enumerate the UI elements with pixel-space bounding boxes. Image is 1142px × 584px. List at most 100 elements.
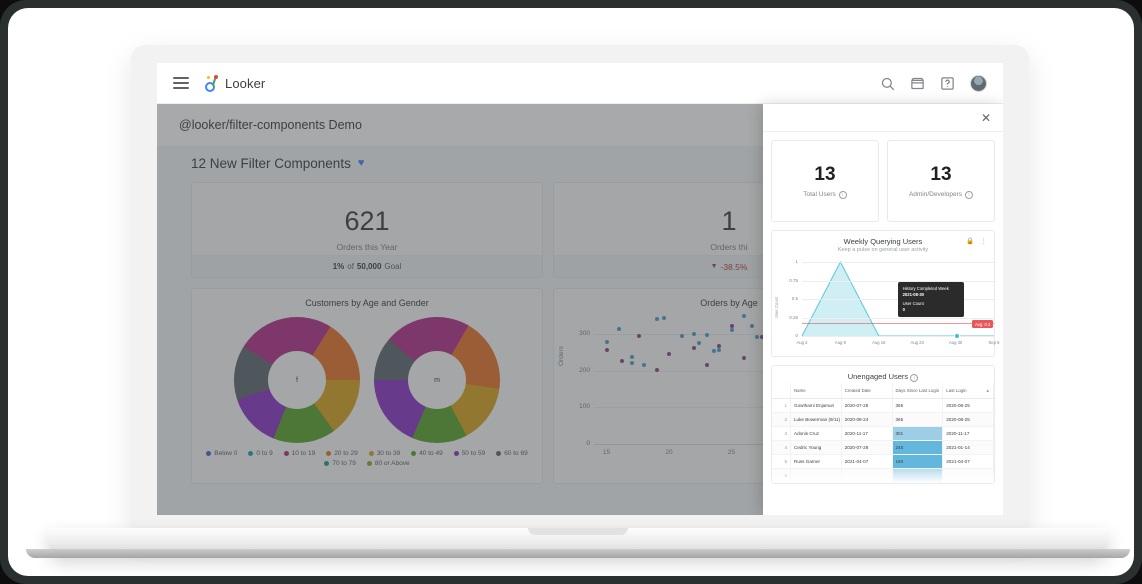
close-icon[interactable]: ✕	[980, 110, 991, 125]
table-cell-index: 5	[772, 454, 791, 469]
legend-item[interactable]: 50 to 59	[453, 450, 485, 457]
scatter-point[interactable]	[629, 360, 634, 365]
scatter-point[interactable]	[704, 363, 709, 367]
scatter-point[interactable]	[729, 323, 734, 328]
table-row[interactable]: 6	[772, 468, 994, 483]
tooltip-metric-value: 0	[902, 307, 905, 313]
table-row[interactable]: 2 Luke Bowerman (9/11) 2020-08-24 365 2020-0…	[772, 412, 994, 427]
donut-chart-f[interactable]: f	[234, 317, 360, 443]
scatter-point[interactable]	[704, 333, 709, 338]
scatter-point[interactable]	[619, 359, 624, 364]
scatter-point[interactable]	[654, 317, 659, 322]
looker-logo[interactable]: Looker	[205, 74, 265, 92]
triangle-down-icon: ▼	[710, 263, 718, 270]
scatter-point[interactable]	[604, 340, 609, 345]
legend-item[interactable]: 30 to 39	[368, 450, 400, 457]
scatter-point[interactable]	[667, 352, 671, 357]
scatter-point[interactable]	[662, 315, 666, 320]
scatter-point[interactable]	[717, 343, 721, 348]
scatter-point[interactable]	[642, 363, 646, 367]
table-cell-created-date	[841, 468, 893, 483]
y-axis-tick: 300	[579, 330, 590, 338]
y-axis-tick: 1	[795, 259, 798, 264]
card-value: 13	[930, 163, 952, 185]
scatter-point[interactable]	[754, 335, 759, 340]
scatter-point[interactable]	[692, 332, 696, 337]
chart-tile-customers-by-age-and-gender[interactable]: Customers by Age and Gender f m Be	[191, 288, 543, 484]
user-avatar[interactable]	[970, 74, 987, 92]
x-axis-tick: 25	[727, 449, 736, 456]
help-icon[interactable]	[940, 76, 955, 91]
legend-item[interactable]: 0 to 9	[248, 450, 273, 457]
legend-item[interactable]: 80 or Above	[366, 460, 410, 467]
search-icon[interactable]	[880, 76, 895, 91]
heart-icon[interactable]: ♥	[357, 157, 365, 169]
table-header-cell[interactable]: Created Date	[841, 383, 893, 399]
overlay-panel-unengaged-users[interactable]: Unengaged Users i Name Created Date Days S…	[771, 365, 995, 484]
laptop-mockup: Looker	[8, 8, 1134, 576]
kpi-goal-percent: 1%	[332, 262, 345, 271]
highlighted-point[interactable]	[953, 333, 960, 339]
legend-swatch	[453, 450, 459, 456]
scatter-point[interactable]	[712, 349, 716, 354]
table-cell-created-date: 2020-07-28	[841, 440, 893, 455]
overlay-panel-weekly-querying-users[interactable]: 🔒 ⋮ Weekly Querying Users Keep a pulse o…	[771, 230, 999, 357]
table-cell-last-login: 2021-04-07	[942, 454, 994, 469]
legend-item[interactable]: 10 to 19	[283, 450, 315, 457]
overlay-card-admin-developers[interactable]: 13 Admin/Developers i	[887, 140, 995, 222]
scatter-point[interactable]	[717, 348, 721, 353]
kpi-value: 621	[344, 206, 390, 236]
y-axis-tick: 0	[795, 333, 798, 338]
more-vertical-icon[interactable]: ⋮	[980, 238, 988, 245]
overlay-header: ✕	[763, 104, 1003, 132]
table-header-row: Name Created Date Days Since Last Login Las…	[772, 383, 994, 399]
line-chart[interactable]: History Completed Week 2021-08-30 User C…	[774, 256, 999, 352]
x-axis-tick: Aug 23	[910, 340, 924, 345]
kpi-tile-orders-this-year[interactable]: 621 Orders this Year 1% of 50,000 Goal	[191, 182, 543, 278]
scatter-point[interactable]	[742, 355, 746, 360]
scatter-point[interactable]	[759, 335, 764, 340]
scatter-point[interactable]	[629, 355, 634, 360]
table-body: 1 Gowthami Enjamuri 2020-07-28 365 2020-08-2…	[772, 398, 994, 483]
lock-icon[interactable]: 🔒	[966, 238, 975, 245]
grid-line	[802, 336, 994, 337]
scatter-point[interactable]	[749, 324, 754, 329]
table-row[interactable]: 1 Gowthami Enjamuri 2020-07-28 365 2020-08-2…	[772, 398, 994, 413]
info-icon[interactable]: i	[965, 190, 974, 199]
scatter-point[interactable]	[637, 333, 641, 338]
table-row[interactable]: 4 Cedric Young 2020-07-28 240 2021-01-14	[772, 440, 994, 455]
table-header-cell[interactable]: Days Since Last Login	[892, 383, 944, 399]
grid-line	[594, 370, 894, 372]
chart-title: Orders by Age	[700, 298, 758, 308]
table-row[interactable]: 3 Adonis Cruz 2020-11-17 301 2020-11-17	[772, 426, 994, 441]
legend-item[interactable]: 20 to 29	[326, 450, 358, 457]
legend-item[interactable]: Below 0	[206, 450, 237, 457]
sort-asc-icon[interactable]: ▲	[985, 388, 990, 393]
donut-chart-m[interactable]: m	[374, 317, 500, 443]
table-row[interactable]: 5 Russ Garner 2021-04-07 160 2021-04-07	[772, 454, 994, 469]
hamburger-menu-icon[interactable]	[173, 77, 189, 89]
unengaged-users-table[interactable]: Name Created Date Days Since Last Login Las…	[772, 383, 994, 483]
scatter-point[interactable]	[617, 326, 621, 331]
legend-swatch	[411, 450, 417, 456]
grid-line	[594, 407, 894, 409]
info-icon[interactable]: i	[910, 374, 919, 382]
legend-label: Below 0	[214, 450, 238, 457]
scatter-point[interactable]	[692, 346, 696, 351]
scatter-point[interactable]	[654, 368, 659, 373]
scatter-point[interactable]	[697, 341, 701, 346]
info-icon[interactable]: i	[838, 190, 847, 199]
legend-swatch	[324, 460, 330, 466]
scatter-point[interactable]	[729, 327, 734, 332]
overlay-card-total-users[interactable]: 13 Total Users i	[771, 140, 879, 222]
legend-item[interactable]: 70 to 79	[324, 460, 356, 467]
legend-item[interactable]: 40 to 49	[411, 450, 443, 457]
scatter-point[interactable]	[679, 334, 684, 339]
legend-item[interactable]: 60 to 69	[496, 450, 528, 457]
marketplace-icon[interactable]	[910, 76, 925, 91]
scatter-point[interactable]	[604, 347, 609, 352]
table-header-cell[interactable]: Last Login ▲	[942, 383, 994, 399]
top-bar-actions	[880, 74, 987, 92]
table-header-cell[interactable]: Name	[790, 383, 842, 399]
scatter-point[interactable]	[742, 314, 746, 318]
